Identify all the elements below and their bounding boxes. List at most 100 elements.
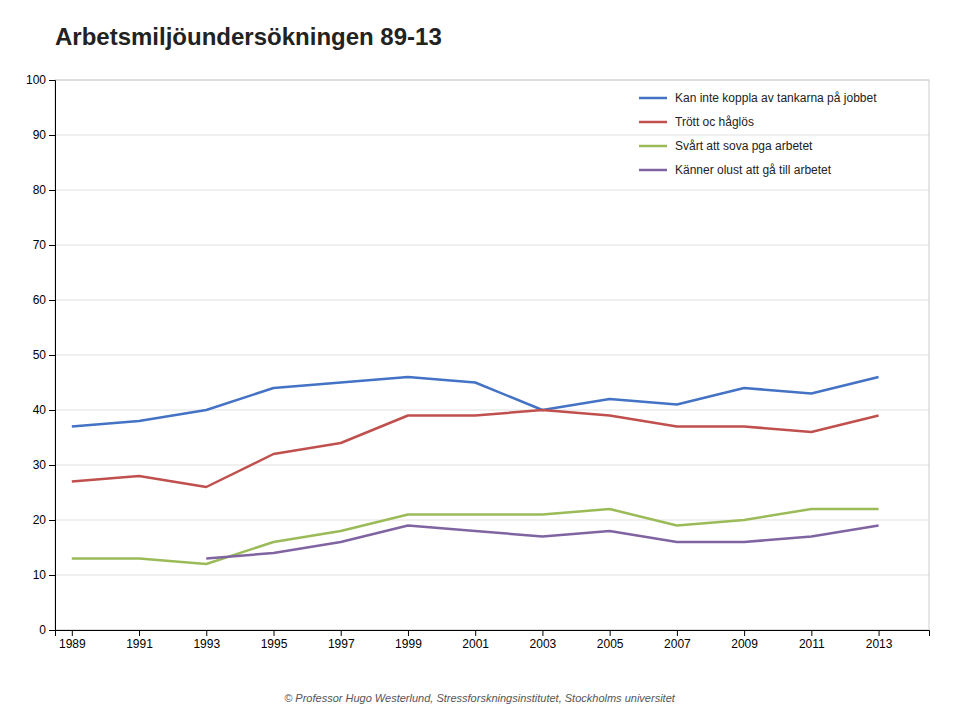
legend-item: Svårt att sova pga arbetet xyxy=(639,139,813,153)
grid-line xyxy=(55,465,929,466)
y-tick: 60 xyxy=(33,293,55,307)
x-tick: 2003 xyxy=(530,630,557,651)
y-tick-mark xyxy=(49,355,55,356)
x-tick-label: 2003 xyxy=(530,637,557,651)
x-axis-line xyxy=(56,631,930,637)
y-tick: 20 xyxy=(33,513,55,527)
x-tick-mark xyxy=(475,630,476,636)
x-tick-label: 2007 xyxy=(664,637,691,651)
x-tick-label: 1991 xyxy=(126,637,153,651)
legend-label: Känner olust att gå till arbetet xyxy=(675,163,832,177)
x-tick: 1997 xyxy=(328,630,355,651)
x-tick: 2001 xyxy=(462,630,489,651)
x-tick: 1999 xyxy=(395,630,422,651)
x-tick-mark xyxy=(610,630,611,636)
series-line xyxy=(72,377,879,427)
legend-item: Känner olust att gå till arbetet xyxy=(639,163,832,177)
legend-item: Kan inte koppla av tankarna på jobbet xyxy=(639,91,877,105)
y-tick-label: 20 xyxy=(33,513,47,527)
x-tick-label: 1989 xyxy=(59,637,86,651)
y-tick-mark xyxy=(49,300,55,301)
grid-line xyxy=(55,135,929,136)
x-tick-mark xyxy=(341,630,342,636)
y-tick-label: 10 xyxy=(33,568,47,582)
x-tick-mark xyxy=(677,630,678,636)
y-tick-mark xyxy=(49,410,55,411)
grid-line xyxy=(55,245,929,246)
x-tick: 1989 xyxy=(59,630,86,651)
chart: Arbetsmiljöundersökningen 89-13198919911… xyxy=(0,0,959,720)
x-tick-mark xyxy=(879,630,880,636)
y-tick-mark xyxy=(49,575,55,576)
y-tick-label: 100 xyxy=(26,73,46,87)
x-tick-label: 1999 xyxy=(395,637,422,651)
y-tick-label: 30 xyxy=(33,458,47,472)
legend-label: Svårt att sova pga arbetet xyxy=(675,139,813,153)
y-tick-label: 80 xyxy=(33,183,47,197)
x-tick-mark xyxy=(72,630,73,636)
y-tick: 0 xyxy=(39,623,55,637)
x-tick-label: 2009 xyxy=(731,637,758,651)
x-axis: 1989 1991 1993 1995 1997 1999 2001 2003 2005 2007… xyxy=(56,630,930,651)
x-tick-mark xyxy=(408,630,409,636)
y-tick-mark xyxy=(49,245,55,246)
x-tick: 1993 xyxy=(193,630,220,651)
y-axis: 0 10 20 30 40 50 60 70 80 90 100 xyxy=(26,73,56,637)
title: Arbetsmiljöundersökningen 89-13 xyxy=(55,23,442,50)
x-tick-label: 1995 xyxy=(261,637,288,651)
y-tick-label: 40 xyxy=(33,403,47,417)
legend-label: Kan inte koppla av tankarna på jobbet xyxy=(675,91,877,105)
y-tick: 90 xyxy=(33,128,55,142)
grid-line xyxy=(55,575,929,576)
x-tick-label: 2005 xyxy=(597,637,624,651)
legend-swatch xyxy=(639,145,667,148)
x-tick-label: 1997 xyxy=(328,637,355,651)
y-tick: 40 xyxy=(33,403,55,417)
grid xyxy=(55,80,929,630)
x-tick-mark xyxy=(744,630,745,636)
series-line xyxy=(72,509,879,564)
x-tick-label: 2011 xyxy=(799,637,825,651)
legend-swatch xyxy=(639,97,667,100)
x-tick-mark xyxy=(274,630,275,636)
y-tick: 50 xyxy=(33,348,55,362)
legend-swatch xyxy=(639,169,667,172)
footer: © Professor Hugo Westerlund, Stressforsk… xyxy=(284,692,676,704)
x-tick-label: 2001 xyxy=(462,637,489,651)
x-tick-label: 1993 xyxy=(193,637,220,651)
y-tick-label: 0 xyxy=(39,623,46,637)
y-tick: 70 xyxy=(33,238,55,252)
legend-label: Trött oc håglös xyxy=(675,115,754,129)
grid-line xyxy=(55,520,929,521)
legend: Kan inte koppla av tankarna på jobbet Trö… xyxy=(639,91,877,177)
grid-line xyxy=(55,410,929,411)
x-tick: 1991 xyxy=(126,630,153,651)
y-tick-label: 60 xyxy=(33,293,47,307)
y-tick: 100 xyxy=(26,73,55,87)
x-tick: 2013 xyxy=(866,630,893,651)
y-tick: 30 xyxy=(33,458,55,472)
grid-line xyxy=(55,190,929,191)
x-tick: 2009 xyxy=(731,630,758,651)
grid-line xyxy=(55,355,929,356)
legend-swatch xyxy=(639,121,667,124)
x-tick-mark xyxy=(206,630,207,636)
y-axis-line xyxy=(49,81,56,631)
x-tick: 2011 xyxy=(799,630,825,651)
x-tick: 2007 xyxy=(664,630,691,651)
y-tick-mark xyxy=(49,520,55,521)
grid-line xyxy=(55,300,929,301)
lines xyxy=(72,377,879,564)
x-tick-mark xyxy=(811,630,812,636)
y-tick-label: 50 xyxy=(33,348,47,362)
x-tick-mark xyxy=(542,630,543,636)
series-line xyxy=(72,410,879,487)
y-tick-mark xyxy=(49,630,55,631)
x-tick: 1995 xyxy=(261,630,288,651)
y-tick-label: 90 xyxy=(33,128,47,142)
series-line xyxy=(206,526,878,559)
plot: 1989199119931995199719992001200320052007… xyxy=(26,73,930,650)
y-tick-mark xyxy=(49,80,55,81)
y-tick-mark xyxy=(49,135,55,136)
y-tick-mark xyxy=(49,465,55,466)
